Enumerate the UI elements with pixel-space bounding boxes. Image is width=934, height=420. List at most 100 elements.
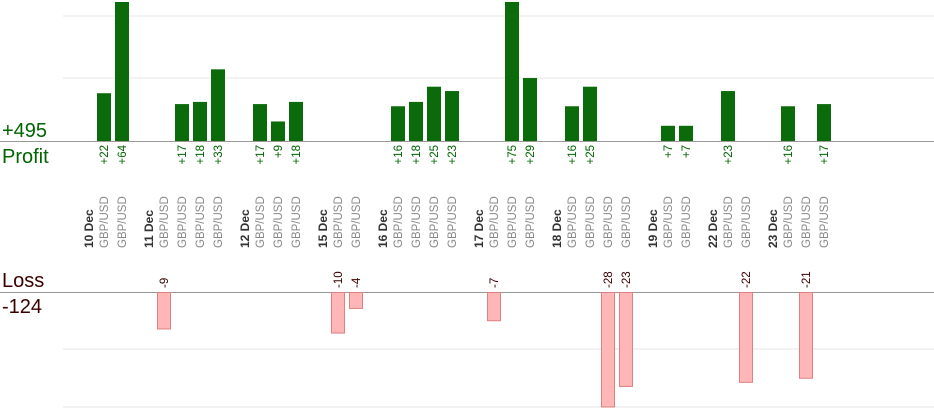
date-label: 18 Dec xyxy=(550,209,564,248)
pair-label: GBP/USD xyxy=(489,196,501,248)
profit-value-label: +33 xyxy=(213,145,225,165)
loss-value-label: -7 xyxy=(489,278,501,288)
profit-value-label: +9 xyxy=(273,145,285,158)
profit-value-label: +17 xyxy=(819,145,831,165)
profit-bar xyxy=(505,2,519,141)
grid-lines xyxy=(0,15,934,408)
profit-bar xyxy=(817,104,831,141)
pair-label: GBP/USD xyxy=(351,196,363,248)
date-label: 11 Dec xyxy=(142,210,156,248)
pair-label: GBP/USD xyxy=(273,196,285,248)
loss-bar xyxy=(157,292,171,330)
profit-bar xyxy=(721,91,735,141)
date-label: 12 Dec xyxy=(238,209,252,248)
pair-label: GBP/USD xyxy=(723,196,735,248)
profit-value-label: +16 xyxy=(393,145,405,165)
profit-value-label: +17 xyxy=(177,145,189,165)
profit-bar xyxy=(661,125,675,141)
date-label: 15 Dec xyxy=(316,209,330,248)
pair-label: GBP/USD xyxy=(603,196,615,248)
profit-value-label: +25 xyxy=(429,145,441,165)
profit-value-label: +25 xyxy=(585,145,597,165)
pair-label: GBP/USD xyxy=(213,196,225,248)
pair-label: GBP/USD xyxy=(393,196,405,248)
pair-label: GBP/USD xyxy=(681,196,693,248)
profit-bar xyxy=(271,121,285,141)
profit-bar xyxy=(193,101,207,141)
value-labels: +22 +64 -9 +17 +18 +33 +17 +9 +18 -10 -4 +16 +18 +25 +… xyxy=(99,144,831,288)
pair-label: GBP/USD xyxy=(741,196,753,248)
pair-label: GBP/USD xyxy=(195,196,207,248)
profit-value-label: +23 xyxy=(723,145,735,165)
date-label: 23 Dec xyxy=(766,209,780,248)
pair-label: GBP/USD xyxy=(177,196,189,248)
pair-label: GBP/USD xyxy=(159,196,171,248)
loss-label: Loss xyxy=(2,270,44,292)
profit-value-label: +16 xyxy=(567,145,579,165)
profit-bar xyxy=(523,78,537,141)
date-label: 17 Dec xyxy=(472,209,486,248)
profit-bar xyxy=(175,104,189,141)
profit-bar xyxy=(781,106,795,141)
loss-bar xyxy=(619,292,633,387)
bars xyxy=(97,2,831,408)
loss-value-label: -9 xyxy=(159,278,171,288)
loss-value-label: -22 xyxy=(741,271,753,288)
loss-value-label: -28 xyxy=(603,271,615,288)
profit-value-label: +23 xyxy=(447,145,459,165)
profit-bar xyxy=(445,91,459,141)
pair-label: GBP/USD xyxy=(525,196,537,248)
pair-label: GBP/USD xyxy=(585,196,597,248)
profit-bar xyxy=(679,125,693,141)
profit-value-label: +16 xyxy=(783,145,795,165)
profit-bar xyxy=(289,101,303,141)
pair-label: GBP/USD xyxy=(801,196,813,248)
profit-value-label: +75 xyxy=(507,145,519,165)
date-label: 22 Dec xyxy=(706,209,720,248)
profit-value-label: +17 xyxy=(255,145,267,165)
loss-value-label: -21 xyxy=(801,271,813,288)
profit-bar xyxy=(97,93,111,141)
profit-value-label: +18 xyxy=(291,145,303,165)
profit-bar xyxy=(565,106,579,141)
date-label: 19 Dec xyxy=(646,209,660,248)
profit-bar xyxy=(409,101,423,141)
profit-value-label: +18 xyxy=(195,145,207,165)
date-label: 16 Dec xyxy=(376,209,390,248)
pair-label: GBP/USD xyxy=(291,196,303,248)
pair-label: GBP/USD xyxy=(819,196,831,248)
loss-bar xyxy=(799,292,813,379)
profit-label: Profit xyxy=(2,146,49,168)
loss-bar xyxy=(349,292,363,309)
pair-label: GBP/USD xyxy=(411,196,423,248)
profit-bar xyxy=(583,86,597,141)
profit-value-label: +7 xyxy=(681,145,693,158)
pair-label: GBP/USD xyxy=(507,196,519,248)
pair-label: GBP/USD xyxy=(255,196,267,248)
profit-value-label: +7 xyxy=(663,145,675,158)
loss-value-label: -10 xyxy=(333,271,345,288)
profit-bar xyxy=(253,104,267,141)
pair-label: GBP/USD xyxy=(429,196,441,248)
profit-total: +495 xyxy=(2,120,47,142)
pair-label: GBP/USD xyxy=(663,196,675,248)
profit-value-label: +18 xyxy=(411,145,423,165)
date-label: 10 Dec xyxy=(82,209,96,248)
pair-label: GBP/USD xyxy=(447,196,459,248)
loss-bar xyxy=(331,292,345,334)
loss-value-label: -4 xyxy=(351,277,363,288)
pair-label: GBP/USD xyxy=(567,196,579,248)
loss-total: -124 xyxy=(2,296,42,318)
pair-label: GBP/USD xyxy=(783,196,795,248)
profit-bar xyxy=(211,69,225,141)
loss-value-label: -23 xyxy=(621,271,633,288)
loss-bar xyxy=(739,292,753,383)
pair-label: GBP/USD xyxy=(621,196,633,248)
profit-bar xyxy=(427,86,441,141)
loss-bar xyxy=(487,292,501,322)
profit-value-label: +64 xyxy=(117,144,129,164)
profit-bar xyxy=(391,106,405,141)
pair-label: GBP/USD xyxy=(117,196,129,248)
pair-label: GBP/USD xyxy=(333,196,345,248)
